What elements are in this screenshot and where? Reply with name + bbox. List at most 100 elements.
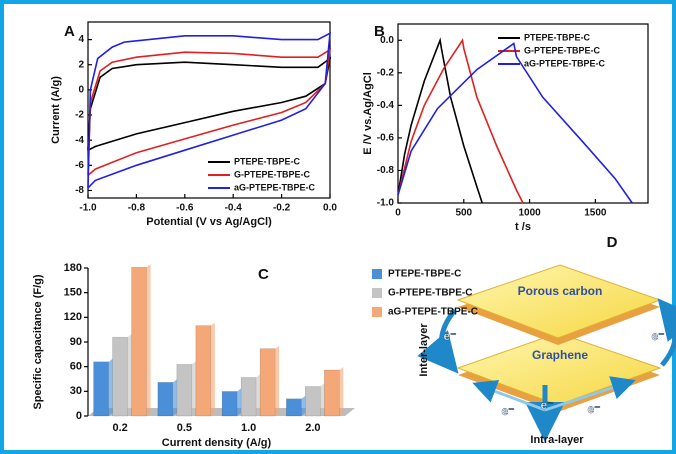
bar-side: [256, 374, 261, 416]
y-tick-label: 120: [64, 311, 82, 323]
y-tick-label: 0.0: [380, 35, 394, 46]
slab: [456, 264, 662, 339]
x-tick-label: -0.6: [176, 203, 194, 214]
plot-frame: [87, 21, 331, 199]
bar: [157, 382, 174, 417]
x-tick-label: 1.0: [241, 422, 256, 434]
bar-top: [93, 358, 113, 362]
legend-label: aG-PTEPE-TBPE-C: [388, 307, 478, 318]
x-axis-title: t /s: [515, 221, 531, 233]
bar-top: [305, 383, 325, 387]
y-tick-label: 4: [78, 34, 84, 45]
panel-label: B: [374, 23, 385, 40]
legend-swatch: [372, 288, 382, 298]
y-tick-label: 2: [78, 59, 84, 70]
electron: e⁻: [443, 329, 456, 343]
bar-top: [241, 374, 261, 378]
y-tick-label: 180: [64, 262, 82, 274]
bar: [221, 391, 238, 417]
y-tick-label: 60: [70, 361, 82, 373]
x-axis-title: Current density (A/g): [162, 437, 272, 449]
slab: [456, 332, 662, 406]
data-line: [87, 31, 331, 189]
bar: [112, 336, 128, 417]
legend-label: PTEPE-TBPE-C: [388, 269, 461, 280]
y-tick-label: 150: [64, 287, 82, 299]
bar: [195, 325, 212, 417]
electron: e⁻: [587, 402, 600, 416]
y-tick-label: 0: [78, 85, 84, 96]
y-tick-label: 90: [70, 336, 82, 348]
y-tick-label: -6: [75, 160, 84, 171]
y-tick-label: -0.6: [377, 133, 395, 144]
bar-side: [301, 395, 306, 416]
x-tick-label: 1500: [584, 208, 607, 219]
bar-top: [260, 345, 280, 349]
data-line: [397, 42, 633, 204]
bar-top: [286, 395, 306, 399]
bar-side: [320, 383, 325, 416]
bar: [305, 386, 321, 417]
x-tick-label: -0.2: [273, 203, 291, 214]
bar-side: [127, 334, 132, 416]
arrow: [544, 376, 636, 412]
x-tick-label: -1.0: [79, 203, 97, 214]
legend-label: aG-PTEPE-TBPE-C: [234, 182, 316, 192]
bar-top: [195, 322, 215, 326]
legend-label: PTEPE-TBPE-C: [524, 32, 591, 42]
y-axis-title: Specific capacitance (F/g): [32, 274, 44, 409]
data-line: [397, 38, 524, 204]
arrow: [657, 298, 676, 367]
legend-label: G-PTEPE-TBPE-C: [234, 169, 311, 179]
bar-side: [237, 388, 242, 416]
arrow: [472, 380, 546, 412]
data-line: [397, 37, 483, 204]
bar-side: [339, 366, 344, 416]
legend-label: G-PTEPE-TBPE-C: [524, 45, 601, 55]
intra-label: Intra-layer: [530, 434, 584, 446]
bar-top: [176, 361, 196, 365]
legend-swatch: [372, 269, 382, 279]
electron: e⁻: [501, 404, 514, 418]
bar-top: [222, 388, 242, 392]
layer-label: Porous carbon: [518, 284, 603, 298]
layer-label: Graphene: [532, 348, 588, 362]
electron: e⁻: [651, 329, 664, 343]
bar-top: [157, 379, 177, 383]
x-tick-label: -0.8: [128, 203, 146, 214]
y-axis-title: E /V vs.Ag/AgCl: [362, 72, 374, 155]
bar-top: [324, 366, 344, 370]
x-tick-label: 500: [455, 208, 472, 219]
y-tick-label: -2: [75, 110, 84, 121]
x-axis-title: Potential (V vs Ag/AgCl): [146, 216, 272, 228]
bar-side: [172, 379, 177, 416]
y-tick-label: -8: [75, 185, 84, 196]
x-tick-label: 0.2: [112, 422, 127, 434]
panel-label: C: [258, 266, 269, 283]
bar: [286, 398, 302, 417]
data-line: [87, 56, 332, 151]
panel-label: A: [64, 23, 75, 40]
x-tick-label: -0.4: [225, 203, 243, 214]
x-tick-label: 1000: [518, 208, 541, 219]
panel-label: D: [607, 234, 618, 251]
x-tick-label: 0.0: [323, 203, 337, 214]
y-tick-label: -1.0: [377, 198, 395, 209]
bar: [324, 369, 340, 417]
x-tick-label: 0: [395, 208, 401, 219]
y-tick-label: -0.4: [377, 100, 395, 111]
bar-side: [275, 345, 280, 416]
data-line: [87, 48, 332, 177]
bar: [93, 361, 109, 417]
y-tick-label: -4: [75, 135, 84, 146]
bar-top: [131, 264, 151, 268]
y-tick-label: 30: [70, 385, 82, 397]
legend-label: G-PTEPE-TBPE-C: [388, 288, 472, 299]
x-tick-label: 0.5: [177, 422, 192, 434]
inter-label: Inter-layer: [418, 323, 430, 377]
bar-side: [146, 264, 151, 416]
bar-side: [210, 322, 215, 416]
electron: e⁻: [540, 398, 553, 412]
